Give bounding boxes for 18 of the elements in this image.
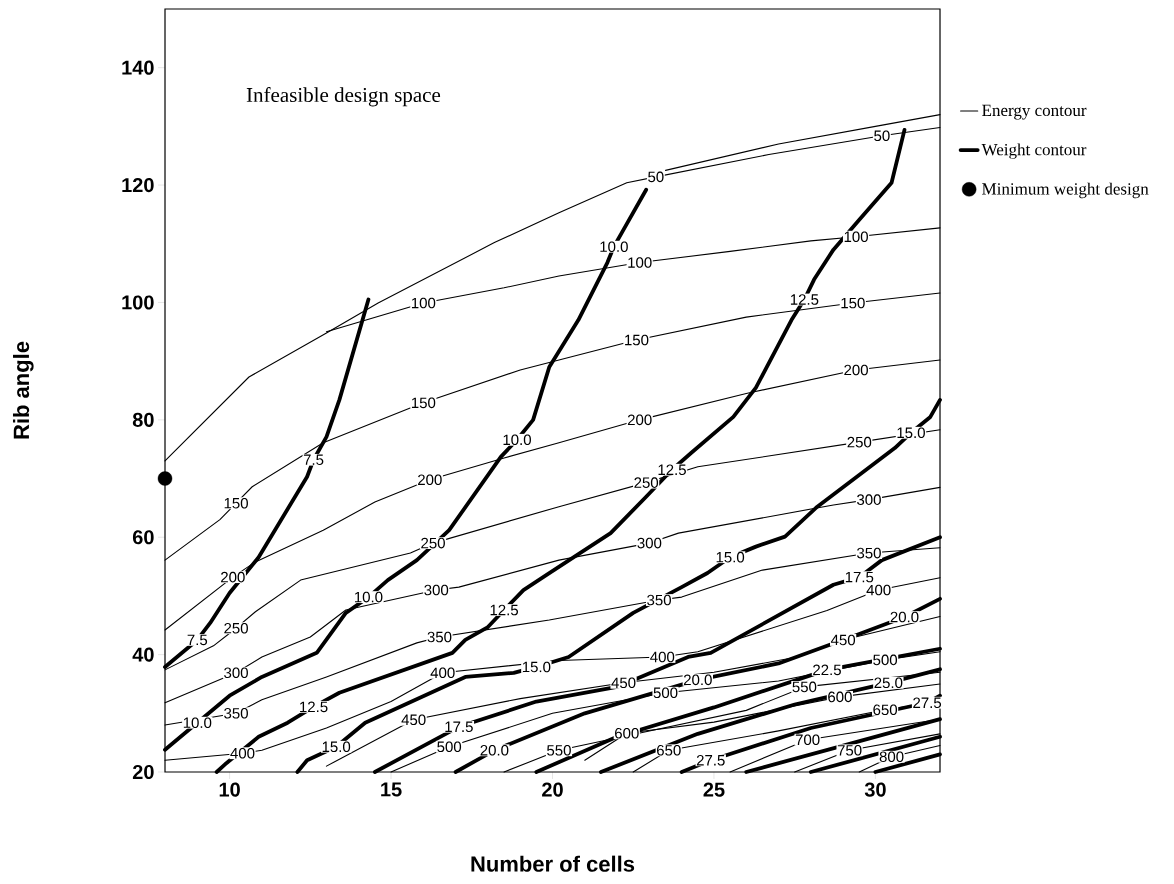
y-tick-label: 20: [132, 764, 154, 780]
y-tick-label: 60: [132, 530, 154, 545]
y-tick-label: 80: [132, 412, 154, 427]
x-tick-label: 30: [864, 782, 886, 797]
y-axis-title: Rib angle: [12, 341, 34, 439]
y-tick-label: 40: [132, 647, 154, 662]
x-tick-label: 15: [381, 782, 402, 797]
legend-label: Weight contour: [981, 143, 1087, 159]
y-tick-label: 140: [122, 60, 154, 75]
y-tick-label: 100: [122, 295, 154, 310]
annotation: Infeasible design space: [246, 87, 441, 107]
x-tick-label: 10: [219, 782, 240, 797]
x-tick-label: 25: [703, 782, 725, 797]
x-tick-label: 20: [542, 782, 563, 797]
legend-label: Energy contour: [982, 104, 1087, 120]
x-axis-title: Number of cells: [471, 855, 635, 872]
legend-label: Minimum weight design: [982, 182, 1149, 199]
y-tick-label: 120: [122, 178, 154, 193]
